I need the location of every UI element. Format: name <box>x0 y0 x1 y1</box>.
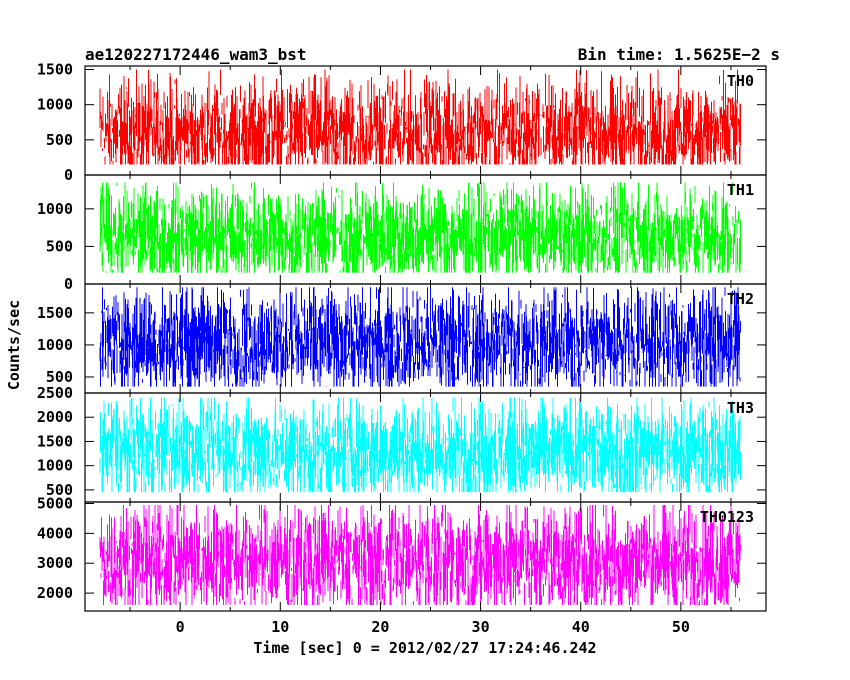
y-tick-label: 4000 <box>37 524 73 542</box>
y-tick-label: 2000 <box>37 408 73 426</box>
y-tick-label: 2500 <box>37 384 73 402</box>
y-tick-label: 1000 <box>37 336 73 354</box>
y-tick-label: 500 <box>46 237 73 255</box>
y-tick-label: 2000 <box>37 584 73 602</box>
y-tick-label: 3000 <box>37 554 73 572</box>
y-tick-label: 5000 <box>37 494 73 512</box>
x-tick-label: 50 <box>672 618 690 636</box>
x-tick-label: 10 <box>271 618 289 636</box>
y-tick-label: 1500 <box>37 304 73 322</box>
y-tick-label: 500 <box>46 368 73 386</box>
series-th1-line <box>99 182 741 273</box>
y-tick-label: 1500 <box>37 432 73 450</box>
chart-title: ae120227172446_wam3_bst <box>85 45 307 64</box>
x-tick-label: 30 <box>472 618 490 636</box>
panel-th1-label: TH1 <box>727 181 754 199</box>
panel-th0123-frame <box>84 501 767 612</box>
y-tick-label: 0 <box>64 275 73 293</box>
panel-th0-label: TH0 <box>727 72 754 90</box>
y-tick-label: 500 <box>46 131 73 149</box>
series-th2-line <box>99 287 741 387</box>
panel-th2-label: TH2 <box>727 290 754 308</box>
y-axis-label: Counts/sec <box>5 300 23 390</box>
x-tick-label: 0 <box>176 618 185 636</box>
y-tick-label: 1500 <box>37 61 73 79</box>
series-th0123-line <box>99 505 741 605</box>
x-axis-label: Time [sec] 0 = 2012/02/27 17:24:46.242 <box>253 639 596 657</box>
panels-group: 050010001500TH005001000TH150010001500TH2… <box>37 61 767 636</box>
y-tick-label: 1000 <box>37 457 73 475</box>
series-th3-line <box>99 397 741 493</box>
y-tick-label: 0 <box>64 166 73 184</box>
y-tick-label: 1000 <box>37 200 73 218</box>
x-tick-label: 20 <box>371 618 389 636</box>
series-th0-line <box>99 69 741 165</box>
y-tick-label: 500 <box>46 481 73 499</box>
x-tick-label: 40 <box>572 618 590 636</box>
panel-th0123-label: TH0123 <box>700 508 754 526</box>
bin-time-label: Bin time: 1.5625E−2 s <box>578 45 780 64</box>
panel-th3-label: TH3 <box>727 399 754 417</box>
y-tick-label: 1000 <box>37 96 73 114</box>
